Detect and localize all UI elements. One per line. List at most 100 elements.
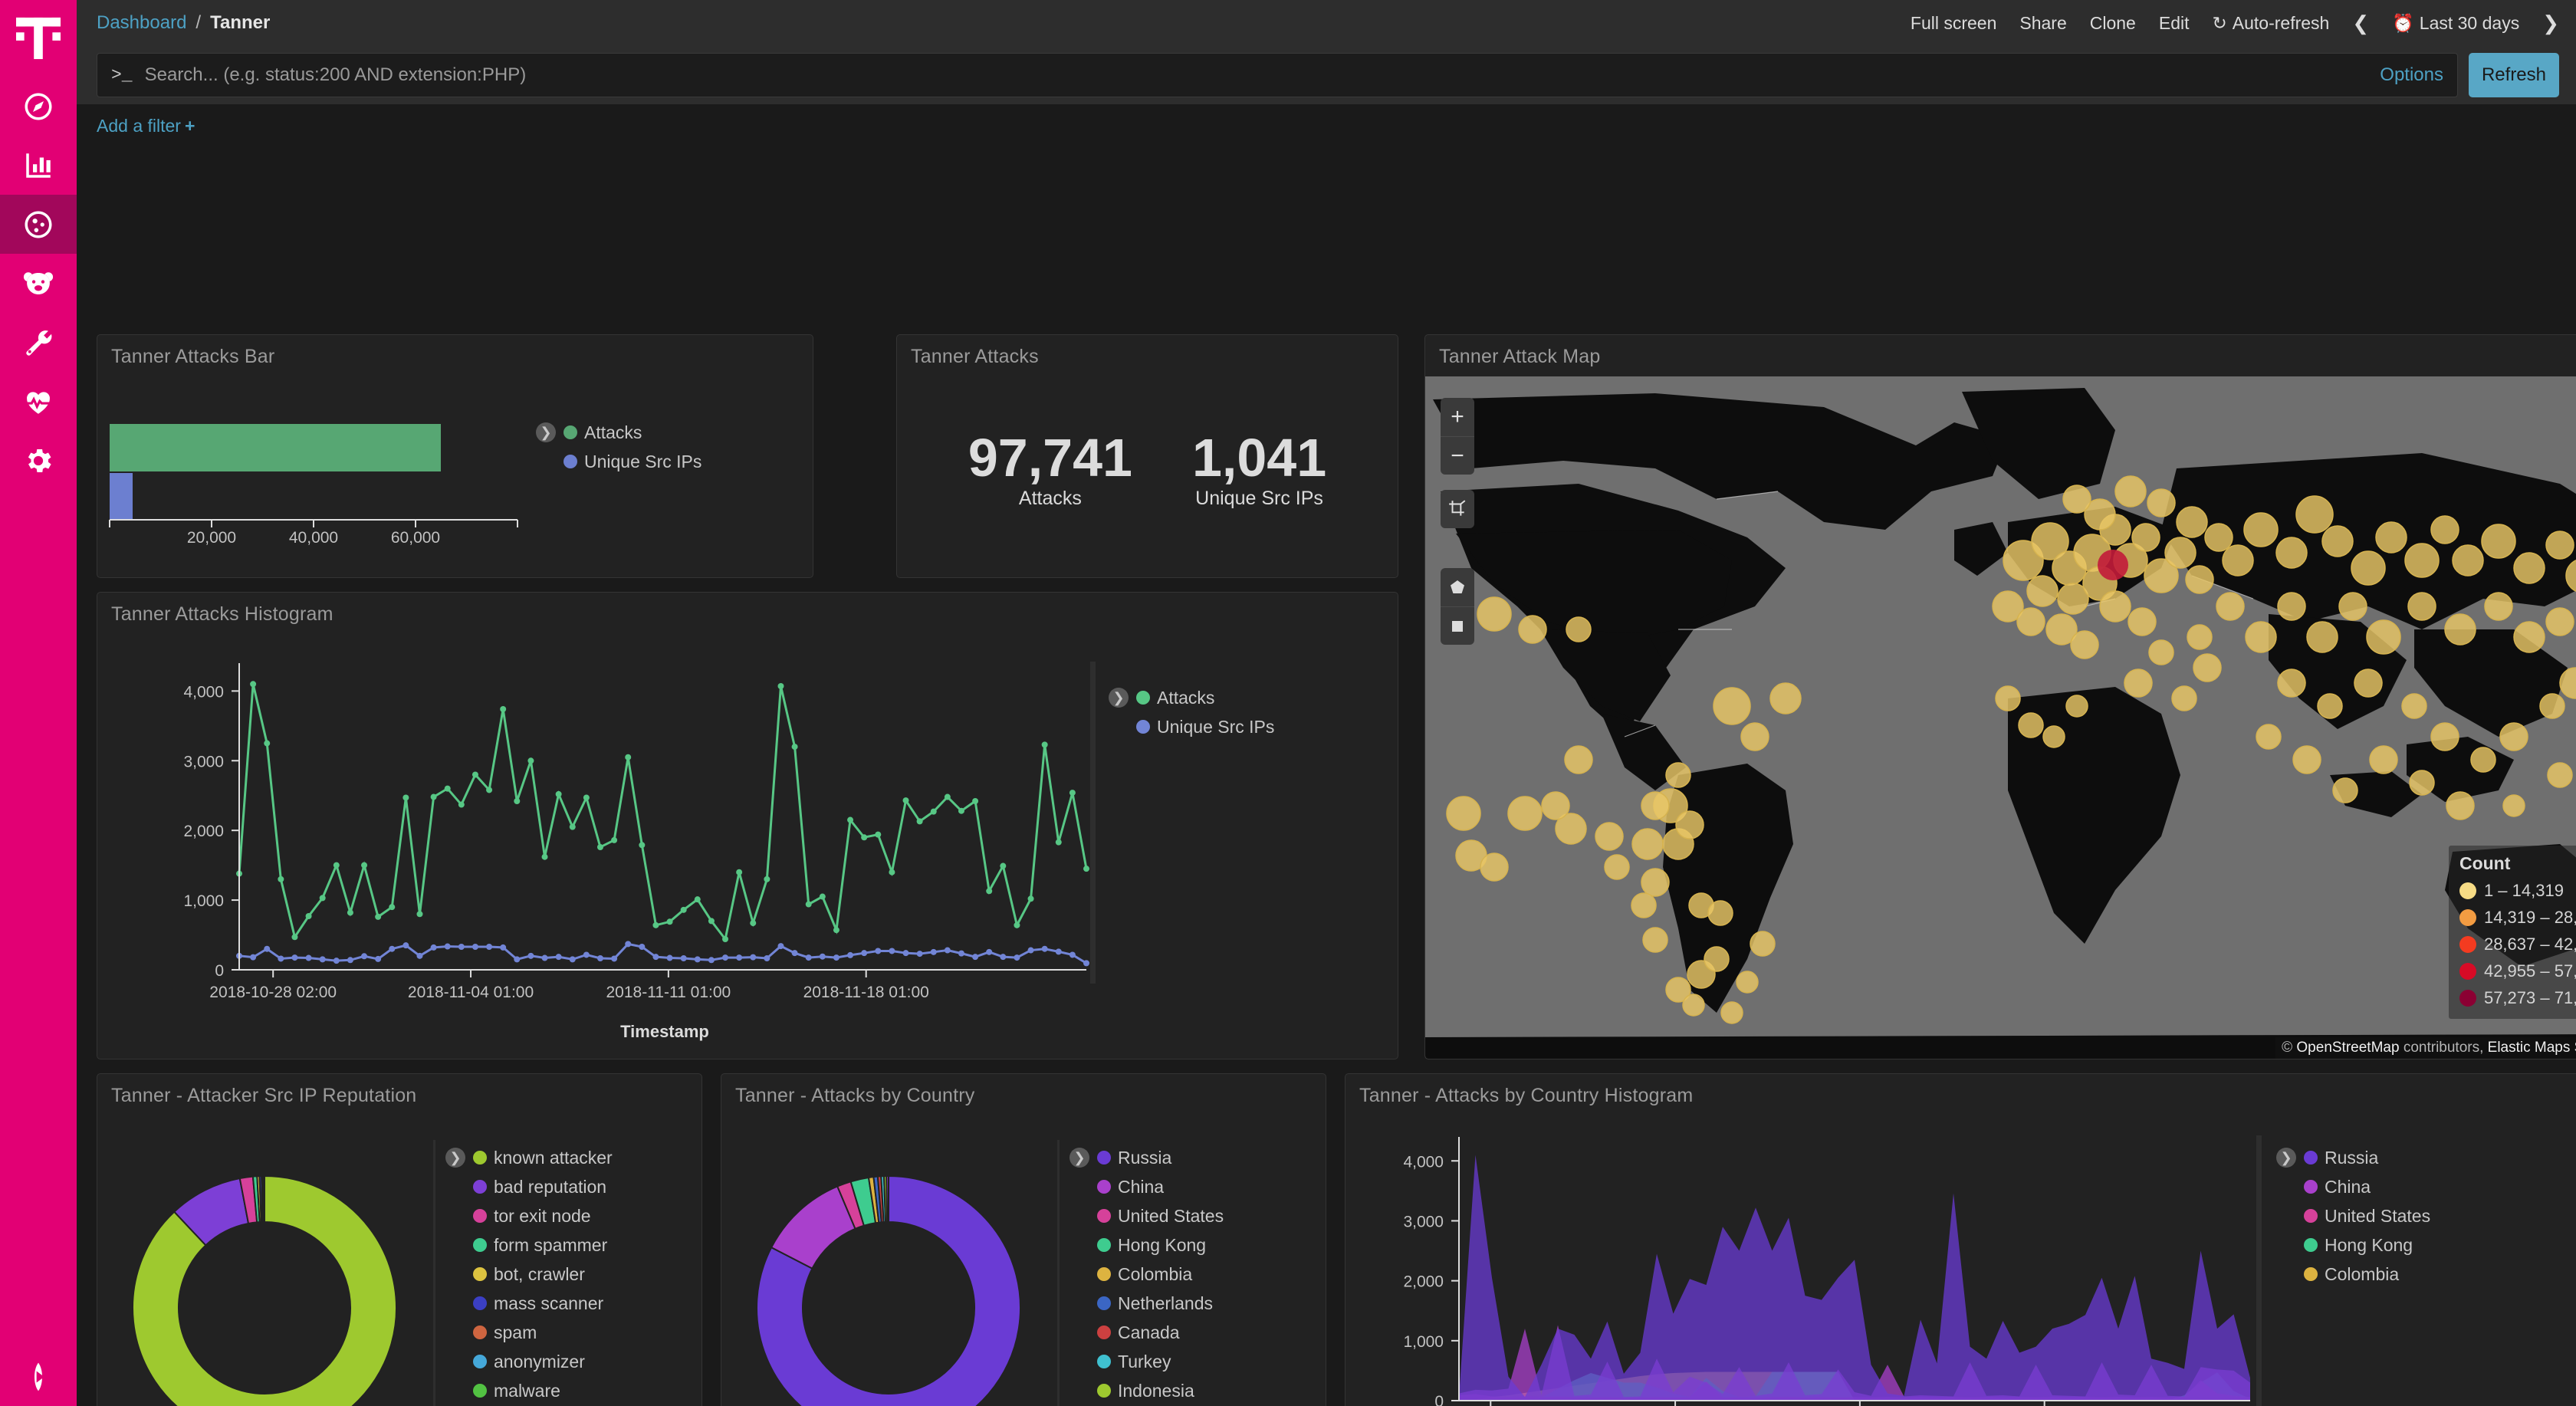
panel-attacks-metric[interactable]: Tanner Attacks 97,741 Attacks 1,041 Uniq…	[896, 334, 1398, 578]
legend-color-swatch	[473, 1267, 487, 1281]
map-marker	[2539, 693, 2565, 719]
map-marker	[2306, 621, 2338, 653]
legend-item[interactable]: Colombia	[1097, 1260, 1224, 1289]
legend-item[interactable]: bot, crawler	[473, 1260, 613, 1289]
donut-slice-malaysia	[886, 1174, 889, 1224]
legend-label: Turkey	[1118, 1351, 1171, 1372]
draw-controls[interactable]	[1441, 568, 1474, 645]
map-marker	[2470, 747, 2496, 773]
legend-item[interactable]: mass scanner	[473, 1289, 613, 1318]
legend-item[interactable]: Hong Kong	[2304, 1230, 2430, 1260]
legend-toggle-button[interactable]: ❯	[536, 422, 556, 442]
map-marker	[1713, 687, 1751, 725]
legend-item[interactable]: Russia	[2304, 1143, 2430, 1172]
legend-item[interactable]: Turkey	[1097, 1347, 1224, 1376]
time-range-button[interactable]: ⏰ Last 30 days	[2392, 13, 2519, 34]
map-legend: Count 1 – 14,319 14,319 – 28,637 28,637 – …	[2448, 846, 2576, 1019]
openstreetmap-link[interactable]: OpenStreetMap	[2296, 1040, 2400, 1056]
panel-attacks-bar[interactable]: Tanner Attacks Bar 20,000 40,000 60,000	[97, 334, 813, 578]
legend-item[interactable]: tor exit node	[473, 1201, 613, 1230]
chevron-left-icon[interactable]: ❮	[2352, 11, 2370, 34]
edit-button[interactable]: Edit	[2158, 12, 2190, 33]
legend-attacks-by-country: ❯ Russia China United States Hong Kong Colom…	[1070, 1143, 1224, 1406]
legend-item[interactable]: Hong Kong	[1097, 1230, 1224, 1260]
legend-toggle-button[interactable]: ❯	[445, 1148, 465, 1168]
sidebar-item-settings[interactable]	[0, 431, 77, 490]
legend-item[interactable]: malware	[473, 1376, 613, 1405]
map-marker	[2446, 791, 2475, 820]
panel-src-ip-reputation[interactable]: Tanner - Attacker Src IP Reputation ❯ kn…	[97, 1073, 702, 1406]
full-screen-button[interactable]: Full screen	[1910, 12, 1997, 33]
panel-attacks-by-country[interactable]: Tanner - Attacks by Country ❯ Russia Chin…	[721, 1073, 1326, 1406]
sidebar-item-visualize[interactable]	[0, 136, 77, 195]
legend-item[interactable]: United States	[2304, 1201, 2430, 1230]
legend-item[interactable]: Colombia	[2304, 1260, 2430, 1289]
x-tick-3: 2018-11-18 01:00	[803, 984, 929, 1001]
clone-button[interactable]: Clone	[2089, 12, 2136, 33]
legend-item[interactable]: Unique Src IPs	[1136, 712, 1274, 741]
crop-icon[interactable]	[1441, 490, 1474, 528]
map-canvas[interactable]: + −	[1425, 376, 2576, 1059]
add-filter-button[interactable]: Add a filter +	[97, 116, 195, 136]
legend-item[interactable]: Russia	[1097, 1143, 1224, 1172]
pentagon-icon[interactable]	[1441, 568, 1474, 606]
breadcrumb-dashboard[interactable]: Dashboard	[97, 12, 187, 33]
sidebar-item-discover[interactable]	[0, 77, 77, 136]
panel-attack-map[interactable]: Tanner Attack Map	[1424, 334, 2576, 1059]
map-marker	[1665, 762, 1691, 788]
sidebar-item-health[interactable]	[0, 372, 77, 431]
metric-label: Attacks	[1018, 488, 1082, 510]
legend-toggle-button[interactable]: ❯	[2276, 1148, 2296, 1168]
breadcrumb-separator: /	[196, 12, 202, 33]
map-marker	[1675, 810, 1704, 839]
map-zoom-controls[interactable]: + −	[1441, 398, 1474, 475]
legend-item[interactable]: Attacks	[1136, 683, 1274, 712]
legend-item[interactable]: Unique Src IPs	[564, 447, 702, 476]
map-marker	[2295, 495, 2334, 534]
search-bar[interactable]: >_ Options	[97, 53, 2458, 97]
refresh-button[interactable]: Refresh	[2469, 53, 2559, 97]
sidebar-item-honeypot[interactable]	[0, 254, 77, 313]
legend-item[interactable]: known attacker	[473, 1143, 613, 1172]
sidebar-item-tools[interactable]	[0, 313, 77, 372]
legend-item[interactable]: China	[1097, 1172, 1224, 1201]
heartbeat-icon	[25, 391, 52, 414]
legend-item[interactable]: Indonesia	[1097, 1376, 1224, 1405]
zoom-in-button[interactable]: +	[1451, 404, 1464, 429]
auto-refresh-button[interactable]: ↻ Auto-refresh	[2213, 13, 2330, 34]
map-marker	[1564, 745, 1593, 774]
legend-item[interactable]: Netherlands	[1097, 1289, 1224, 1318]
expand-menu-button[interactable]	[0, 1362, 77, 1392]
legend-country-histogram: ❯ Russia China United States Hong Kong Colom…	[2276, 1143, 2430, 1289]
legend-item[interactable]: anonymizer	[473, 1347, 613, 1376]
map-legend-label: 28,637 – 42,955	[2483, 934, 2576, 954]
legend-item[interactable]: Canada	[1097, 1318, 1224, 1347]
chevron-right-icon[interactable]: ❯	[2542, 11, 2559, 34]
legend-toggle-button[interactable]: ❯	[1070, 1148, 1089, 1168]
legend-item[interactable]: United States	[1097, 1201, 1224, 1230]
legend-toggle-button[interactable]: ❯	[1109, 688, 1129, 708]
fit-bounds-control[interactable]	[1441, 490, 1474, 528]
legend-item[interactable]: form spammer	[473, 1230, 613, 1260]
legend-item[interactable]: spam	[473, 1318, 613, 1347]
sidebar-item-dashboard[interactable]	[0, 195, 77, 254]
legend-color-swatch	[473, 1238, 487, 1252]
search-input[interactable]	[144, 64, 2368, 86]
query-bar: >_ Options Refresh	[77, 46, 2576, 104]
map-marker	[2128, 607, 2157, 636]
panel-attacks-histogram[interactable]: Tanner Attacks Histogram 0 1,000 2,000 3,00…	[97, 592, 1398, 1059]
metric-attacks[interactable]: 97,741 Attacks	[968, 429, 1132, 511]
zoom-out-button[interactable]: −	[1441, 436, 1474, 475]
square-icon[interactable]	[1441, 606, 1474, 645]
metric-unique-src-ips[interactable]: 1,041 Unique Src IPs	[1192, 429, 1326, 511]
legend-item[interactable]: bad reputation	[473, 1172, 613, 1201]
legend-item[interactable]: China	[2304, 1172, 2430, 1201]
elastic-maps-link[interactable]: Elastic Maps Service	[2487, 1040, 2576, 1056]
share-button[interactable]: Share	[2019, 12, 2067, 33]
panel-attacks-by-country-histogram[interactable]: Tanner - Attacks by Country Histogram 0 1…	[1345, 1073, 2576, 1406]
legend-item[interactable]: Attacks	[564, 418, 702, 447]
clock-icon: ⏰	[2392, 12, 2414, 33]
options-button[interactable]: Options	[2380, 64, 2443, 85]
